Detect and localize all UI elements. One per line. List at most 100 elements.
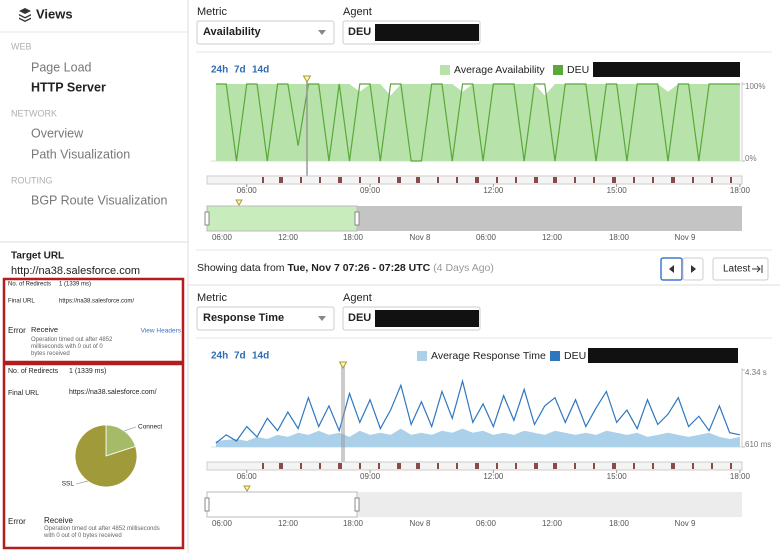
event-mark: [711, 463, 713, 469]
event-mark: [711, 177, 713, 183]
event-mark: [633, 463, 635, 469]
field-value: Receive: [31, 325, 58, 334]
nav-item[interactable]: BGP Route Visualization: [31, 193, 167, 207]
timeline-strip: [206, 461, 743, 471]
nav-item[interactable]: Page Load: [31, 60, 92, 74]
legend-label: DEU: [567, 64, 589, 76]
error-message: Operation timed out after 4852 milliseco…: [31, 337, 113, 357]
x-tick-label: 15:00: [607, 186, 628, 195]
event-mark: [593, 463, 595, 469]
x-tick-label: 18:00: [730, 186, 751, 195]
latest-button[interactable]: [712, 257, 769, 281]
event-mark: [536, 177, 538, 183]
overview-handle[interactable]: [354, 211, 360, 226]
overview-handle[interactable]: [204, 211, 210, 226]
dropdown-arrow: [318, 316, 326, 321]
x-tick-label: 09:00: [360, 186, 381, 195]
line-series: [215, 378, 741, 444]
range-link[interactable]: 7d: [234, 65, 246, 76]
metric-dropdown[interactable]: [196, 20, 335, 45]
overview-handle[interactable]: [204, 497, 210, 512]
pie-slice: [74, 424, 138, 488]
status-range: Tue, Nov 7 07:26 - 07:28 UTC: [287, 262, 430, 274]
event-mark: [475, 177, 477, 183]
event-mark: [338, 177, 340, 183]
event-mark: [730, 177, 732, 183]
field-value: 1 (1339 ms): [69, 368, 106, 375]
event-mark: [418, 463, 420, 469]
agent-label: Agent: [343, 292, 372, 304]
event-mark: [515, 463, 517, 469]
y-tick-label: 4.34 s: [745, 368, 767, 377]
field-label: Final URL: [8, 390, 39, 397]
range-link[interactable]: 14d: [252, 65, 269, 76]
event-mark: [534, 177, 536, 183]
overview-range: [357, 492, 742, 517]
pie-leader: [75, 480, 88, 485]
event-mark: [515, 177, 517, 183]
metric-dropdown[interactable]: [196, 306, 335, 331]
status-prefix: Showing data from: [197, 262, 285, 274]
error-message: Operation timed out after 4852 milliseco…: [44, 526, 160, 539]
metric-label: Metric: [197, 6, 227, 18]
event-mark: [279, 177, 281, 183]
field-value: Receive: [44, 516, 73, 525]
overview-handle[interactable]: [354, 497, 360, 512]
event-mark: [612, 463, 614, 469]
event-mark: [340, 463, 342, 469]
event-mark: [652, 463, 654, 469]
pie-label: Connect: [138, 424, 162, 431]
range-link[interactable]: 24h: [211, 351, 228, 362]
nav-item[interactable]: Path Visualization: [31, 147, 130, 161]
nav-item-active[interactable]: HTTP Server: [31, 80, 106, 94]
event-mark: [340, 177, 342, 183]
nav-heading: ROUTING: [11, 175, 53, 185]
legend-swatch: [417, 351, 427, 361]
view-headers-link[interactable]: View Headers: [141, 328, 182, 335]
event-mark: [534, 463, 536, 469]
redaction: [375, 310, 479, 327]
event-mark: [378, 177, 380, 183]
x-tick-label: 15:00: [607, 472, 628, 481]
agent-value: DEU: [348, 26, 371, 38]
event-mark: [418, 177, 420, 183]
range-link[interactable]: 14d: [252, 351, 269, 362]
field-label: No. of Redirects: [8, 368, 59, 375]
event-mark: [300, 177, 302, 183]
event-mark: [300, 463, 302, 469]
selection-marker: [338, 361, 348, 369]
overview-tick-label: 18:00: [343, 233, 364, 242]
area-series: [215, 428, 740, 447]
event-mark: [673, 177, 675, 183]
event-mark: [359, 463, 361, 469]
range-link[interactable]: 24h: [211, 65, 228, 76]
event-mark: [416, 177, 418, 183]
overview-marker: [243, 485, 251, 492]
event-mark: [378, 463, 380, 469]
overview-tick-label: 06:00: [212, 519, 233, 528]
event-mark: [262, 177, 264, 183]
overview-marker: [235, 199, 243, 206]
legend-swatch: [440, 65, 450, 75]
pie-slice: [105, 424, 136, 457]
overview-tick-label: 18:00: [343, 519, 364, 528]
highlight-box: [2, 362, 185, 550]
nav-heading: WEB: [11, 41, 32, 51]
event-mark: [673, 463, 675, 469]
event-mark: [281, 463, 283, 469]
highlight-box: [2, 277, 185, 364]
event-mark: [692, 177, 694, 183]
x-tick-label: 12:00: [483, 472, 504, 481]
pie-leader: [124, 426, 137, 432]
field-label: Error: [8, 326, 26, 335]
range-link[interactable]: 7d: [234, 351, 246, 362]
x-tick-label: 06:00: [237, 186, 258, 195]
event-mark: [456, 177, 458, 183]
target-url: http://na38.salesforce.com: [11, 265, 140, 277]
event-mark: [456, 463, 458, 469]
legend-swatch: [553, 65, 563, 75]
nav-item[interactable]: Overview: [31, 126, 84, 140]
overview-selection: [206, 491, 358, 518]
